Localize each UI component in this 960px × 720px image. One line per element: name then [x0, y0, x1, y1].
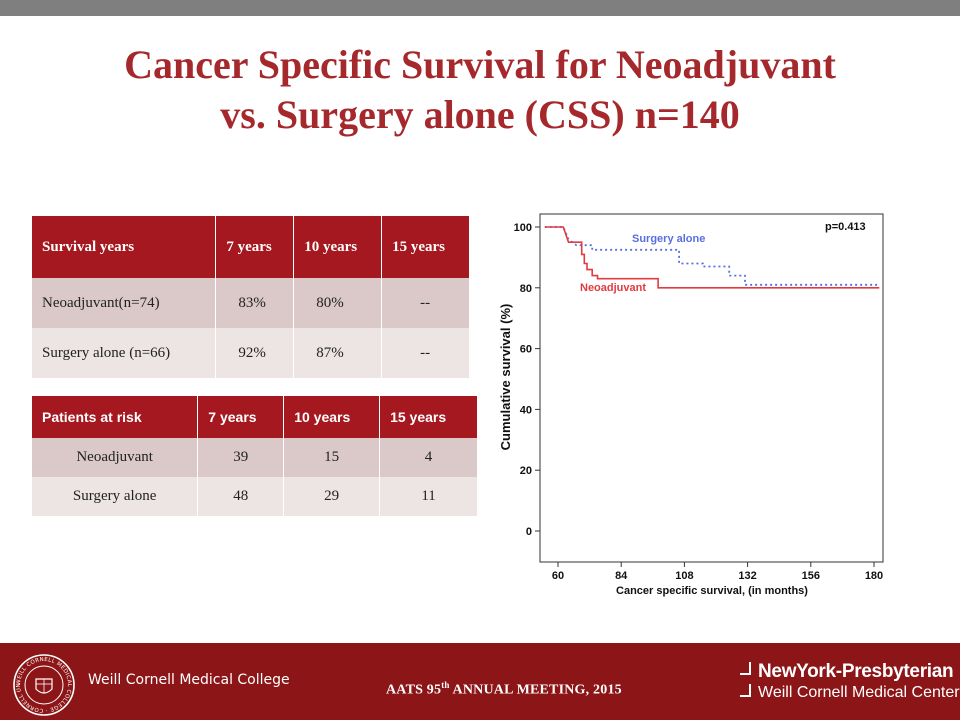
risk-header-10y: 10 years	[283, 396, 381, 438]
risk-header-label: Patients at risk	[32, 396, 199, 438]
table-cell: --	[381, 328, 470, 378]
y-tick-label: 20	[520, 465, 532, 477]
table-row: Surgery alone (n=66) 92% 87% --	[32, 328, 470, 378]
x-tick-label: 60	[552, 570, 564, 582]
survival-header-15y: 15 years	[381, 216, 470, 278]
x-tick-label: 108	[675, 570, 693, 582]
meeting-text-post: ANNUAL MEETING, 2015	[449, 682, 622, 698]
series-labels: Surgery alone Neoadjuvant	[580, 233, 705, 294]
title-line-2: vs. Surgery alone (CSS) n=140	[220, 92, 740, 137]
y-tick-label: 40	[520, 404, 532, 416]
x-tick-label: 180	[865, 570, 883, 582]
curves	[544, 226, 880, 289]
axes: 0 20 40 60 80 100 60 84 108 132 156 180	[514, 222, 884, 582]
table-cell: Surgery alone (n=66)	[32, 328, 217, 378]
table-cell: 92%	[215, 328, 295, 378]
college-seal-logo: WEILL CORNELL MEDICAL COLLEGE · CORNELL …	[12, 653, 75, 716]
plot-frame	[539, 213, 884, 563]
series-label-surgery-alone: Surgery alone	[632, 233, 705, 245]
nyp-name: NewYork-Presbyterian	[758, 661, 954, 682]
title-line-1: Cancer Specific Survival for Neoadjuvant	[124, 42, 836, 87]
km-chart: Cumulative survival (%) Cancer specific …	[492, 200, 898, 608]
risk-header-7y: 7 years	[197, 396, 285, 438]
survival-header-10y: 10 years	[293, 216, 383, 278]
table-cell: 4	[379, 438, 478, 477]
table-cell: 11	[379, 477, 478, 516]
top-bar	[0, 0, 960, 16]
table-row: Neoadjuvant 39 15 4	[32, 438, 478, 477]
table-cell: Surgery alone	[32, 477, 199, 516]
y-tick-label: 0	[526, 526, 532, 538]
table-cell: 87%	[293, 328, 383, 378]
survival-header-7y: 7 years	[215, 216, 295, 278]
chart-background	[492, 200, 898, 608]
risk-header-15y: 15 years	[379, 396, 478, 438]
y-tick-label: 80	[520, 283, 532, 295]
series-label-neoadjuvant: Neoadjuvant	[580, 282, 646, 294]
meeting-text-pre: AATS 95	[386, 682, 442, 698]
nyp-logo-icon	[740, 662, 751, 697]
meeting-label: AATS 95th ANNUAL MEETING, 2015	[386, 680, 622, 699]
risk-table-header: Patients at risk 7 years 10 years 15 yea…	[32, 396, 478, 438]
table-cell: --	[381, 278, 470, 328]
x-tick-label: 84	[615, 570, 628, 582]
table-cell: 29	[283, 477, 381, 516]
meeting-text-sup: th	[441, 680, 450, 690]
survival-header-label: Survival years	[32, 216, 217, 278]
y-tick-label: 60	[520, 344, 532, 356]
y-axis-label: Cumulative survival (%)	[498, 304, 513, 451]
table-cell: Neoadjuvant(n=74)	[32, 278, 217, 328]
survival-table: Survival years 7 years 10 years 15 years…	[32, 216, 470, 378]
table-row: Surgery alone 48 29 11	[32, 477, 478, 516]
series-line-neoadjuvant	[544, 226, 880, 289]
y-tick-label: 100	[514, 222, 532, 234]
college-name: Weill Cornell Medical College	[88, 672, 290, 688]
survival-table-header: Survival years 7 years 10 years 15 years	[32, 216, 470, 278]
footer-bar	[0, 643, 960, 720]
table-row: Neoadjuvant(n=74) 83% 80% --	[32, 278, 470, 328]
table-cell: 48	[197, 477, 285, 516]
x-axis-label: Cancer specific survival, (in months)	[616, 585, 808, 597]
x-tick-label: 156	[802, 570, 820, 582]
p-value-annotation: p=0.413	[825, 221, 866, 233]
table-cell: 15	[283, 438, 381, 477]
table-cell: 80%	[293, 278, 383, 328]
risk-table: Patients at risk 7 years 10 years 15 yea…	[32, 396, 478, 516]
table-cell: Neoadjuvant	[32, 438, 199, 477]
x-tick-label: 132	[738, 570, 756, 582]
table-cell: 83%	[215, 278, 295, 328]
nyp-center: Weill Cornell Medical Center	[758, 684, 960, 701]
slide-title: Cancer Specific Survival for Neoadjuvant…	[0, 40, 960, 140]
table-cell: 39	[197, 438, 285, 477]
